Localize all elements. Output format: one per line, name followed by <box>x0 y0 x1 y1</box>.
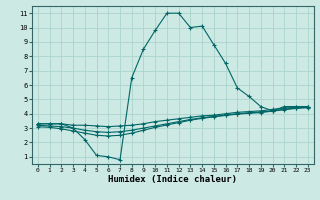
X-axis label: Humidex (Indice chaleur): Humidex (Indice chaleur) <box>108 175 237 184</box>
